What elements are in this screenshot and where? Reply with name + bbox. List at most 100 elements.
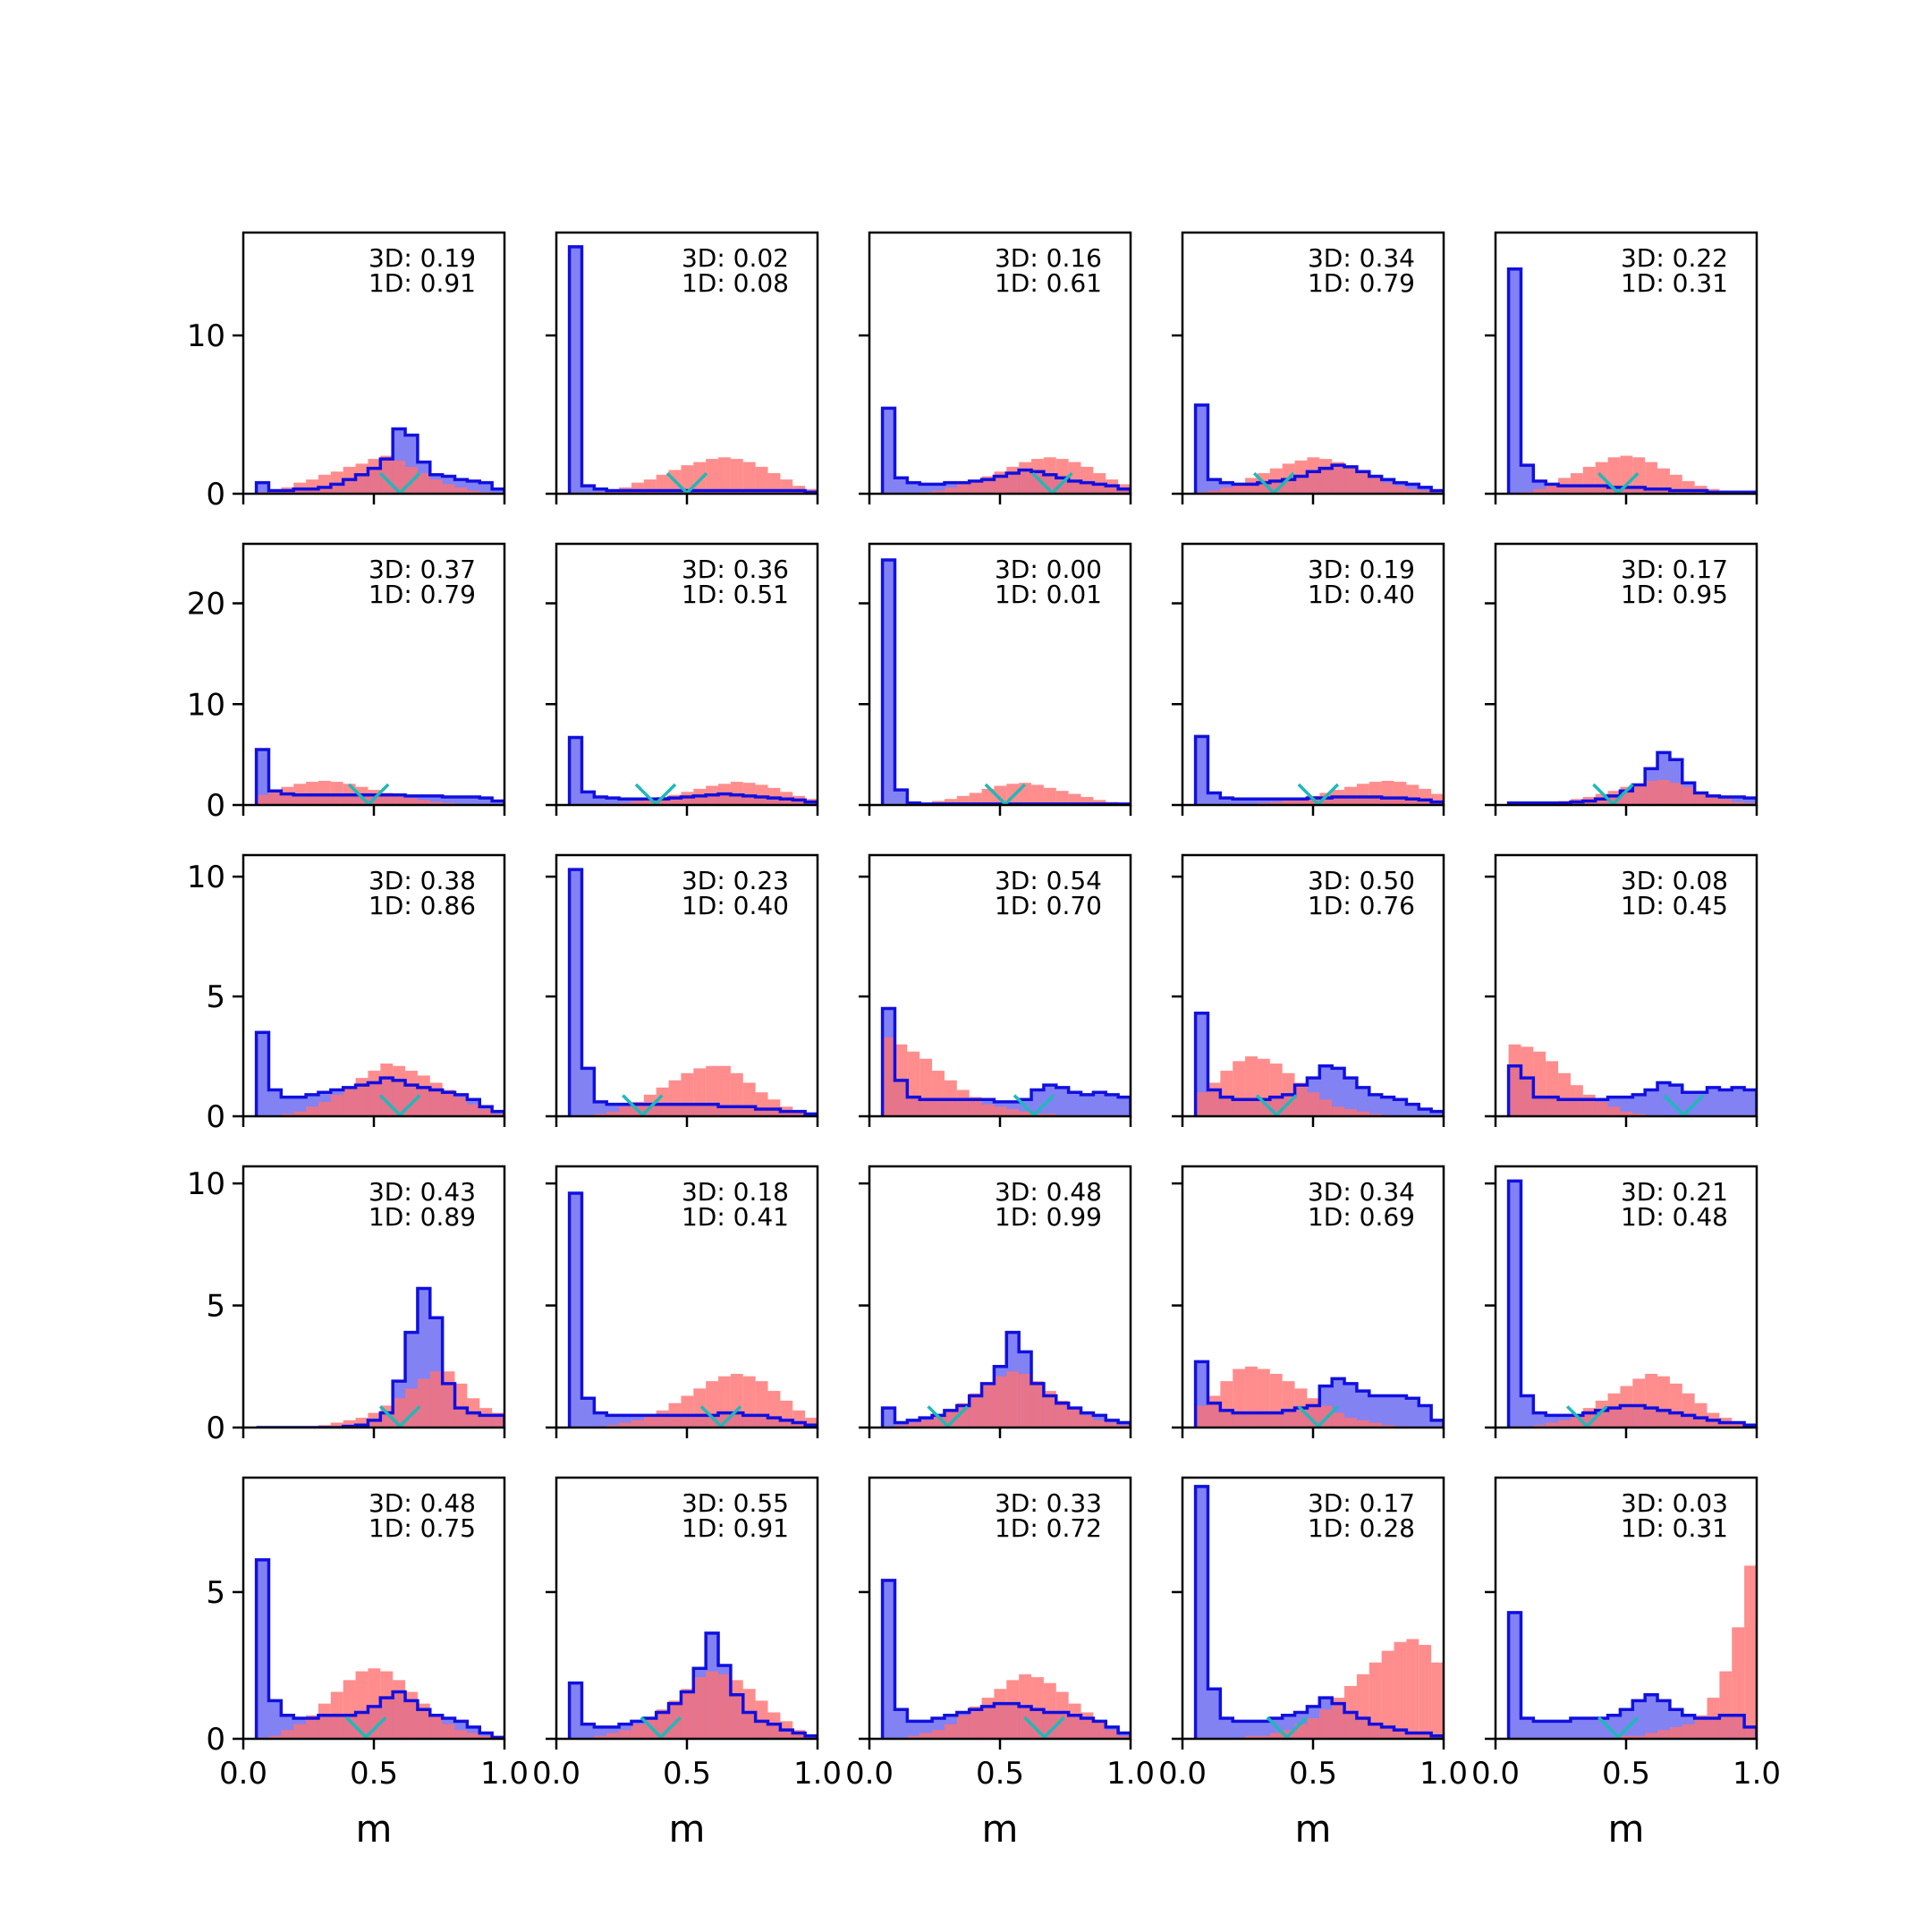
- red-bar: [606, 1733, 620, 1739]
- score-annotation: 1D: 0.40: [1308, 580, 1415, 609]
- red-bar: [1694, 1715, 1707, 1739]
- red-bar: [1208, 1395, 1221, 1428]
- red-bar: [969, 1706, 982, 1739]
- red-bar: [1406, 1639, 1419, 1739]
- red-bar: [631, 801, 644, 805]
- red-bar: [1220, 1071, 1233, 1116]
- red-bar: [492, 1114, 504, 1116]
- red-bar: [693, 1677, 707, 1739]
- red-bar: [994, 1376, 1007, 1428]
- red-bar: [1068, 1408, 1081, 1428]
- red-bar: [380, 1671, 394, 1739]
- y-tick-label: 5: [206, 1575, 225, 1611]
- blue-histogram-edge: [1506, 1063, 1757, 1116]
- marker-point: [1663, 1094, 1705, 1116]
- red-bar: [1269, 1733, 1283, 1739]
- blue-histogram-edge: [1506, 750, 1757, 805]
- red-bar: [1043, 787, 1056, 805]
- red-bar: [1080, 796, 1094, 805]
- plot-area: [256, 1286, 504, 1428]
- red-bar: [1521, 1046, 1534, 1116]
- red-bar: [643, 1415, 657, 1428]
- red-bar: [981, 1104, 995, 1116]
- red-bar: [656, 796, 669, 805]
- x-axis-label: m: [356, 1807, 393, 1851]
- red-bar: [318, 1703, 331, 1739]
- red-bar: [454, 487, 468, 494]
- red-bar: [1269, 801, 1283, 805]
- red-bar: [479, 1408, 493, 1428]
- red-bar: [981, 1698, 995, 1739]
- red-bar: [882, 1037, 895, 1116]
- red-bar: [306, 1715, 318, 1739]
- red-bar: [1220, 1381, 1233, 1428]
- red-bar: [417, 800, 430, 805]
- red-bar: [1080, 466, 1094, 494]
- red-bar: [281, 1114, 294, 1116]
- red-bar: [944, 1724, 957, 1739]
- red-bar: [706, 459, 719, 494]
- score-annotation: 1D: 0.75: [369, 1513, 476, 1543]
- red-bar: [919, 1419, 933, 1428]
- plot-area: [880, 1579, 1131, 1739]
- score-annotation: 1D: 0.61: [995, 268, 1102, 298]
- score-annotation: 3D: 0.34: [1308, 243, 1415, 273]
- red-bar: [1719, 799, 1733, 805]
- red-bar: [944, 799, 957, 805]
- red-bar: [730, 1072, 743, 1116]
- red-bar: [1068, 793, 1081, 805]
- red-bar: [706, 1065, 719, 1116]
- red-bar: [681, 1689, 694, 1739]
- marker-point: [1297, 1405, 1340, 1428]
- red-bar: [1356, 784, 1369, 805]
- blue-histogram-edge: [567, 735, 818, 805]
- red-bar: [1394, 486, 1407, 494]
- score-annotation: 3D: 0.03: [1621, 1488, 1728, 1518]
- y-tick-label: 10: [187, 687, 225, 723]
- red-bar: [467, 490, 480, 494]
- score-annotation: 1D: 0.48: [1621, 1202, 1728, 1232]
- red-bar: [1620, 455, 1633, 494]
- red-bar: [1118, 1425, 1131, 1428]
- red-bar: [730, 1373, 743, 1428]
- red-bar: [1195, 1405, 1208, 1428]
- score-annotation: 1D: 0.45: [1621, 891, 1728, 920]
- blue-histogram-edge: [254, 1030, 504, 1116]
- x-tick-label: 0.0: [532, 1756, 580, 1792]
- red-bar: [368, 1668, 381, 1739]
- red-bar: [1669, 783, 1682, 805]
- red-bar: [994, 1689, 1007, 1739]
- plot-area: [567, 1191, 818, 1428]
- red-bar: [380, 1063, 394, 1116]
- plot-area: [1506, 750, 1757, 805]
- red-bar: [1307, 457, 1320, 494]
- red-bar: [1006, 466, 1020, 494]
- red-bar: [718, 1065, 731, 1116]
- x-axis-label: m: [1608, 1807, 1645, 1851]
- red-bar: [944, 1410, 957, 1428]
- y-tick-label: 20: [187, 587, 225, 623]
- red-bar: [1319, 459, 1333, 494]
- plot-area: [1193, 1485, 1444, 1739]
- red-bar: [1080, 1415, 1094, 1428]
- red-bar: [1332, 462, 1345, 494]
- x-axis-label: m: [669, 1807, 706, 1851]
- plot-area: [567, 735, 818, 805]
- red-bar: [969, 1097, 982, 1116]
- red-bar: [681, 465, 694, 494]
- x-tick-label: 0.0: [845, 1756, 894, 1792]
- red-bar: [355, 1078, 369, 1116]
- red-bar: [619, 1106, 631, 1116]
- red-bar: [1332, 1412, 1345, 1428]
- red-bar: [1006, 1371, 1020, 1428]
- red-bar: [742, 462, 756, 494]
- score-annotation: 3D: 0.36: [682, 555, 789, 584]
- red-bar: [1368, 478, 1382, 494]
- score-annotation: 1D: 0.79: [369, 580, 476, 609]
- red-bar: [417, 472, 430, 494]
